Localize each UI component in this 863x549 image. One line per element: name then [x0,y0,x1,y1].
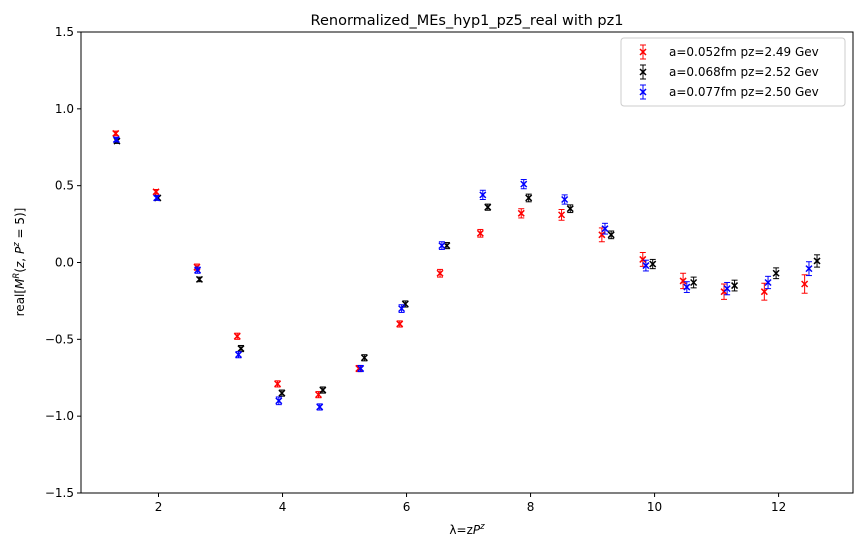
data-point [683,281,691,293]
y-tick-label: 0.5 [55,179,74,193]
data-point [443,242,451,250]
legend-marker [639,84,647,100]
y-tick-label: 1.0 [55,102,74,116]
y-tick-label: −1.0 [45,409,74,423]
data-point [112,136,120,144]
y-tick-label: 0.0 [55,256,74,270]
data-point [233,332,241,340]
x-tick-label: 4 [279,500,287,514]
data-point [561,194,569,205]
data-point [195,275,203,283]
legend-label: a=0.068fm pz=2.52 Gev [669,65,819,79]
legend-marker [639,44,647,60]
data-point [153,194,161,202]
data-point [601,222,609,235]
plot-frame [80,31,854,494]
data-point [731,279,739,292]
legend-item: a=0.068fm pz=2.52 Gev [639,64,819,80]
data-point [772,267,780,280]
legend-item: a=0.077fm pz=2.50 Gev [639,84,819,100]
legend: a=0.052fm pz=2.49 Gev a=0.068fm pz=2.52 G… [620,37,846,107]
x-tick-label: 8 [527,500,535,514]
data-point [274,380,282,388]
x-tick-label: 10 [647,500,662,514]
data-point [520,179,528,190]
data-point [436,268,444,278]
series-3 [112,136,813,411]
data-point [112,129,120,137]
data-point [357,364,365,373]
data-point [558,208,566,221]
x-axis-label: λ=zPz [449,522,485,537]
data-point [360,354,368,362]
data-point [319,386,327,394]
data-point [723,281,731,296]
data-point [484,203,492,211]
legend-item: a=0.052fm pz=2.49 Gev [639,44,819,60]
data-point [517,208,525,219]
data-point [152,188,160,196]
series-1 [112,129,809,399]
data-series [112,129,821,411]
data-point [234,351,243,359]
data-point [316,403,324,411]
data-point [607,230,615,240]
legend-label: a=0.077fm pz=2.50 Gev [669,85,819,99]
y-tick-label: −0.5 [45,332,74,346]
data-point [764,275,772,290]
data-point [194,266,202,274]
y-tick-label: 1.5 [55,25,74,39]
data-point [275,396,283,406]
data-point [690,276,698,289]
data-point [801,274,809,294]
y-tick-label: −1.5 [45,486,74,500]
data-point [642,259,650,272]
x-tick-label: 12 [771,500,786,514]
plot-area [81,32,853,493]
legend-box [620,37,846,107]
data-point [278,389,286,397]
data-point [525,193,533,203]
chart-title: Renormalized_MEs_hyp1_pz5_real with pz1 [311,13,624,29]
data-point [805,261,813,277]
data-point [566,204,574,214]
x-tick-label: 6 [403,500,411,514]
x-tick-label: 2 [155,500,163,514]
data-point [398,304,406,313]
data-point [479,189,487,200]
data-point [649,258,657,270]
data-point [438,241,446,250]
y-axis-label: real[MR(z, Pz = 5)] [12,208,27,317]
x-axis: 2 4 6 8 10 12 [155,493,786,514]
legend-label: a=0.052fm pz=2.49 Gev [669,45,819,59]
data-point [813,254,821,268]
data-point [396,320,404,328]
data-point [476,228,484,238]
legend-marker [639,64,647,80]
y-axis: −1.5 −1.0 −0.5 0.0 0.5 1.0 1.5 [45,25,81,500]
